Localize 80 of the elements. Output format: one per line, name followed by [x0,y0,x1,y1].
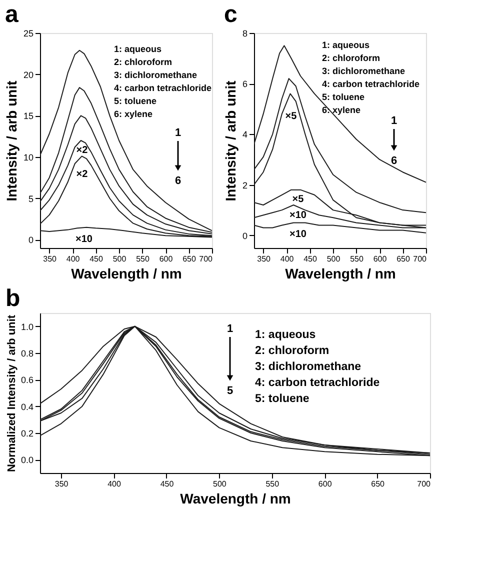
y-tick-label: 20 [23,70,34,80]
annotation: 1: aqueous [255,329,316,341]
x-tick-label: 650 [396,254,410,264]
annotation: 6 [390,155,398,167]
y-tick-label: 6 [242,79,248,90]
x-tick-label: 650 [371,480,386,488]
x-tick-label: 350 [257,254,272,264]
x-tick-label: 550 [350,254,364,264]
x-tick-label: 700 [199,254,214,264]
x-tick-label: 450 [160,480,174,488]
annotation: 3: dichloromethane [322,66,406,76]
y-tick-label: 0.6 [20,375,34,386]
annotation: 4: carbon tetrachloride [114,83,212,93]
x-tick-label: 400 [66,254,80,264]
annotation: 5: toluene [255,393,310,405]
x-tick-label: 450 [90,254,104,264]
annotation: 1 [226,323,234,335]
annotation: 2: chloroform [322,53,380,63]
annotation: 1: aqueous [114,44,162,54]
annotation: ×10 [290,210,307,221]
chart-title: a [4,1,19,28]
x-tick-label: 500 [326,254,341,264]
annotation: 4: carbon tetrachloride [255,377,380,389]
x-tick-label: 600 [373,254,388,264]
y-tick-label: 8 [242,28,248,38]
y-tick-label: 1.0 [20,322,34,332]
y-tick-label: 15 [23,111,34,122]
chart-title: b [5,285,20,312]
annotation: 5: toluene [114,96,157,106]
y-tick-label: 2 [242,180,248,190]
y-axis-title: Intensity / arb unit [222,80,238,202]
x-tick-label: 500 [213,480,227,488]
annotation: 3: dichloromethane [114,70,198,80]
x-tick-label: 550 [266,480,280,488]
y-axis-title: Normalized Intensity / arb unit [6,314,18,472]
x-tick-label: 350 [54,480,69,488]
annotation: ×10 [290,229,307,240]
annotation: ×10 [76,234,93,245]
annotation: ×2 [76,145,88,156]
y-tick-label: 25 [23,28,34,38]
annotation: 1 [390,115,398,127]
annotation: 5 [226,385,234,397]
x-tick-label: 400 [108,480,122,488]
x-tick-label: 550 [136,254,150,264]
x-tick-label: 650 [182,254,196,264]
annotation: 6: xylene [114,109,153,119]
x-axis-title: Wavelength / nm [285,266,396,282]
annotation: ×5 [285,111,298,122]
x-axis-title: Wavelength / nm [71,266,182,282]
y-tick-label: 10 [23,152,34,163]
annotation: 5: toluene [322,92,365,102]
annotation: ×5 [292,194,304,205]
y-tick-label: 0.0 [20,455,34,466]
y-tick-label: 0.4 [20,402,34,412]
annotation: 2: chloroform [255,345,330,357]
y-tick-label: 4 [242,130,248,140]
x-axis-title: Wavelength / nm [180,490,291,506]
x-tick-label: 350 [43,254,58,264]
annotation: 3: dichloromethane [255,361,362,373]
y-tick-label: 0 [242,230,248,241]
x-tick-label: 450 [304,254,318,264]
x-tick-label: 700 [413,254,428,264]
y-tick-label: 0.2 [20,428,34,438]
annotation: 2: chloroform [114,57,172,67]
x-tick-label: 500 [112,254,127,264]
annotation: 1: aqueous [322,40,370,50]
x-tick-label: 600 [318,480,332,488]
annotation: 1 [174,127,182,139]
annotation: 6: xylene [322,105,361,115]
annotation: 6 [174,175,182,187]
y-tick-label: 5 [28,194,34,204]
x-tick-label: 700 [417,480,432,488]
x-tick-label: 400 [280,254,294,264]
y-tick-label: 0.8 [20,348,34,358]
chart-title: c [224,1,238,28]
annotation: ×2 [76,169,88,180]
y-tick-label: 0 [28,235,34,246]
annotation: 4: carbon tetrachloride [322,79,420,89]
x-tick-label: 600 [159,254,174,264]
y-axis-title: Intensity / arb unit [3,80,20,202]
